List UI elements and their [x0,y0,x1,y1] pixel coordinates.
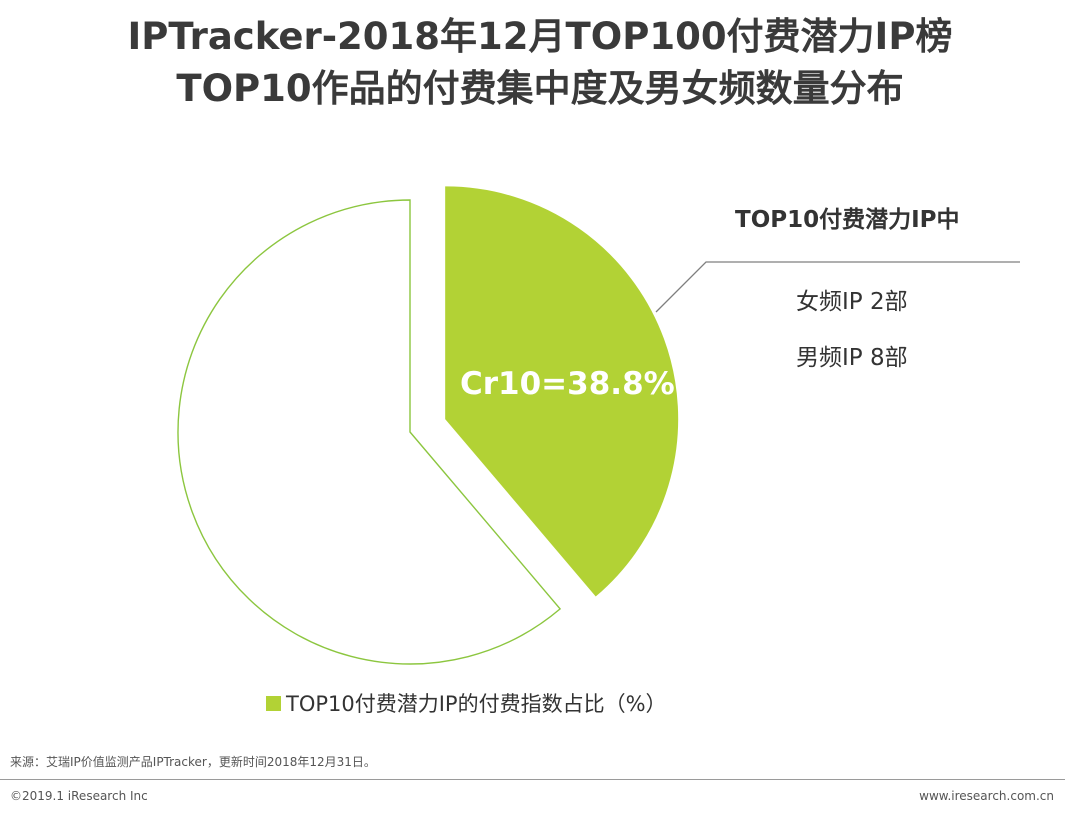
annotation-title: TOP10付费潜力IP中 [735,207,960,233]
copyright-text: ©2019.1 iResearch Inc [10,789,148,803]
annotation-male-count: 男频IP 8部 [796,345,908,371]
website-link: www.iresearch.com.cn [919,789,1054,803]
pie-slice-label-cr10: Cr10=38.8% [460,366,675,402]
footer-divider [0,779,1065,780]
chart-title-line-1: IPTracker-2018年12月TOP100付费潜力IP榜 [127,15,953,58]
annotation-leader-line [655,261,1020,313]
chart-title-line-2: TOP10作品的付费集中度及男女频数量分布 [176,67,904,110]
annotation-female-count: 女频IP 2部 [796,289,908,315]
source-note: 来源：艾瑞IP价值监测产品IPTracker，更新时间2018年12月31日。 [10,755,376,769]
legend-swatch [266,695,281,711]
pie-slice-remainder [177,199,562,665]
legend-label: TOP10付费潜力IP的付费指数占比（%） [286,692,667,716]
chart-legend: TOP10付费潜力IP的付费指数占比（%） [266,688,667,718]
pie-slice-cr10 [445,186,679,597]
